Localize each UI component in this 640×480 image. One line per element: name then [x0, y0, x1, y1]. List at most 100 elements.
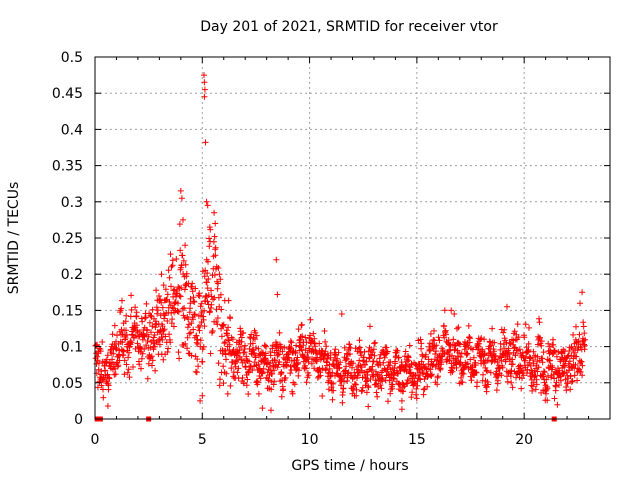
data-point	[145, 360, 152, 367]
data-point	[579, 372, 586, 379]
data-point	[532, 386, 539, 393]
data-point	[451, 311, 458, 317]
data-point	[223, 356, 229, 363]
data-point	[541, 369, 548, 376]
data-point	[220, 323, 226, 329]
data-point	[122, 335, 129, 341]
data-point	[365, 384, 372, 391]
data-point	[123, 361, 130, 368]
data-point	[498, 372, 505, 379]
data-point	[206, 224, 213, 231]
data-point	[525, 346, 532, 353]
data-point	[168, 263, 175, 270]
data-point	[274, 291, 281, 298]
y-tick-label: 0.4	[61, 122, 83, 138]
data-point	[305, 358, 312, 365]
data-point	[311, 365, 318, 372]
data-point	[321, 350, 328, 357]
data-point	[204, 202, 211, 209]
data-point	[263, 343, 270, 350]
data-point	[254, 379, 261, 386]
data-point	[161, 326, 168, 333]
data-point	[413, 385, 420, 392]
data-point	[178, 284, 185, 291]
data-point	[183, 270, 190, 277]
data-point	[485, 381, 492, 388]
data-point	[509, 384, 516, 391]
data-point	[288, 339, 295, 346]
data-point	[459, 369, 466, 376]
data-point	[352, 345, 359, 352]
data-point	[504, 378, 511, 385]
data-point	[259, 370, 266, 377]
data-point	[537, 334, 543, 341]
data-point	[403, 368, 410, 375]
data-point	[119, 339, 126, 346]
data-point	[423, 365, 430, 372]
data-point	[343, 356, 350, 363]
data-point	[235, 365, 242, 372]
data-point	[400, 388, 407, 395]
data-point	[522, 357, 529, 364]
data-point	[237, 325, 244, 332]
data-point	[336, 364, 343, 371]
data-point	[220, 321, 227, 328]
data-point	[460, 370, 467, 377]
data-point	[433, 348, 439, 355]
data-point	[159, 323, 166, 330]
data-point	[328, 379, 335, 386]
data-point	[462, 343, 469, 350]
data-point	[193, 339, 200, 346]
x-tick-label: 5	[198, 432, 207, 448]
data-point	[262, 355, 269, 362]
data-point	[413, 395, 420, 402]
data-point	[580, 323, 587, 330]
data-point	[526, 324, 532, 331]
data-point	[518, 385, 525, 392]
data-point	[511, 328, 518, 335]
data-point	[280, 386, 287, 393]
data-point	[220, 380, 227, 387]
data-point	[363, 389, 370, 396]
data-point	[544, 397, 551, 404]
data-point	[383, 344, 390, 351]
data-point	[174, 308, 181, 315]
data-point	[484, 378, 491, 385]
data-point	[434, 381, 441, 388]
data-point	[205, 276, 212, 282]
data-point	[531, 373, 538, 380]
data-point	[461, 346, 468, 353]
data-point	[422, 351, 429, 358]
data-point	[377, 382, 384, 389]
data-point	[156, 341, 163, 348]
data-point	[245, 391, 252, 397]
data-point	[359, 387, 366, 394]
data-point	[581, 341, 587, 348]
data-point	[268, 386, 275, 393]
data-point	[201, 323, 208, 330]
data-point	[295, 326, 302, 333]
data-point	[353, 392, 360, 399]
data-point	[241, 349, 248, 356]
data-point	[255, 361, 262, 368]
data-point	[276, 329, 283, 336]
data-point	[435, 373, 441, 380]
data-point	[159, 304, 166, 311]
data-point	[112, 371, 119, 378]
data-point	[151, 332, 158, 338]
data-point	[483, 367, 490, 374]
data-point	[182, 261, 189, 268]
data-point	[443, 358, 450, 365]
data-point	[206, 243, 213, 250]
data-point	[522, 321, 529, 328]
data-point	[553, 353, 560, 360]
y-tick-label: 0	[74, 412, 83, 428]
data-point	[453, 364, 460, 371]
data-point	[334, 355, 341, 362]
data-point	[487, 369, 494, 376]
data-point	[212, 244, 219, 251]
data-point	[179, 252, 186, 259]
data-point	[345, 369, 352, 376]
data-point	[105, 382, 112, 389]
data-point	[507, 340, 514, 347]
